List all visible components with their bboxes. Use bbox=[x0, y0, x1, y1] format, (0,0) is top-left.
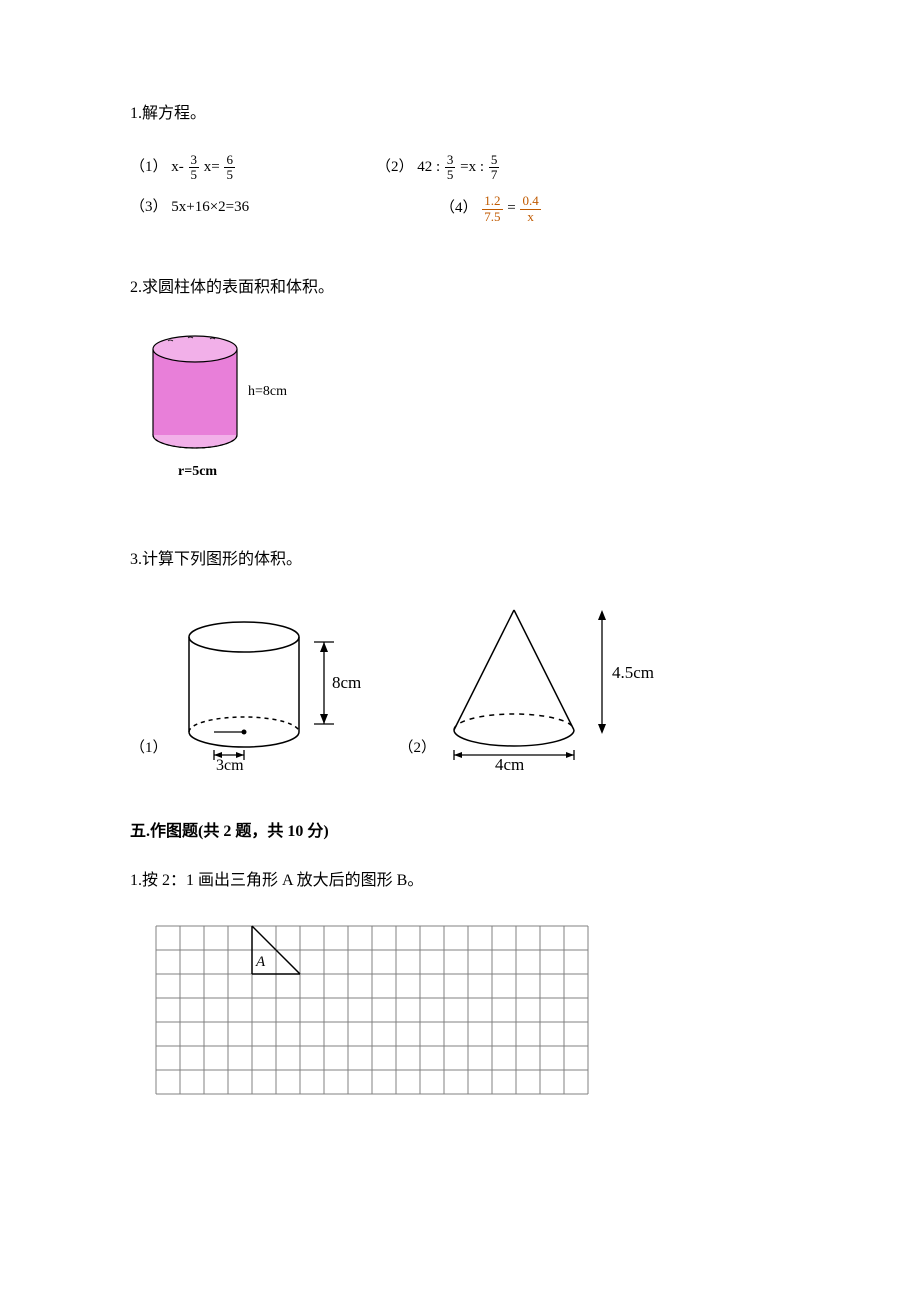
eq4-frac1: 1.2 7.5 bbox=[482, 194, 502, 224]
q3-fig2-label: （2） bbox=[399, 735, 437, 762]
q3-cone-svg: 4.5cm 4cm bbox=[442, 602, 662, 772]
eq1-f1-den: 5 bbox=[189, 168, 200, 182]
eq4-mid: = bbox=[507, 201, 519, 217]
equation-1: （1） x- 3 5 x= 6 5 bbox=[130, 153, 236, 183]
eq4-f2-num: 0.4 bbox=[520, 194, 540, 209]
eq1-frac2: 6 5 bbox=[224, 153, 235, 183]
section5-heading: 五.作图题(共 2 题，共 10 分) bbox=[130, 818, 790, 847]
q1-heading: 1.解方程。 bbox=[130, 100, 790, 129]
eq2-f2-num: 5 bbox=[489, 153, 500, 168]
equation-3: （3） 5x+16×2=36 bbox=[130, 194, 300, 224]
q2-heading: 2.求圆柱体的表面积和体积。 bbox=[130, 274, 790, 303]
equation-2: （2） 42 : 3 5 =x : 5 7 bbox=[376, 153, 500, 183]
eq4-f1-den: 7.5 bbox=[482, 210, 502, 224]
equation-4: （4） 1.2 7.5 = 0.4 x bbox=[440, 194, 542, 224]
cylinder-h-label: h=8cm bbox=[248, 384, 287, 399]
eq2-f1-num: 3 bbox=[445, 153, 456, 168]
eq1-prefix: x- bbox=[171, 159, 187, 175]
eq2-mid: =x : bbox=[460, 159, 488, 175]
q3-heading: 3.计算下列图形的体积。 bbox=[130, 546, 790, 575]
eq2-label: （2） bbox=[376, 159, 414, 175]
eq2-frac1: 3 5 bbox=[445, 153, 456, 183]
grid-figure: A bbox=[146, 916, 790, 1117]
eq1-f2-num: 6 bbox=[224, 153, 235, 168]
grid-svg: A bbox=[146, 916, 596, 1106]
cylinder-svg: h=8cm r=5cm bbox=[140, 327, 320, 487]
q3-fig1-label: （1） bbox=[130, 735, 168, 762]
eq4-label: （4） bbox=[440, 201, 478, 217]
q3-figure-2: （2） 4.5cm 4cm bbox=[399, 602, 663, 772]
equations-row-1: （1） x- 3 5 x= 6 5 （2） 42 : 3 5 =x : 5 7 bbox=[130, 153, 790, 183]
cylinder-r-label: r=5cm bbox=[178, 464, 217, 479]
eq2-prefix: 42 : bbox=[417, 159, 444, 175]
eq2-f2-den: 7 bbox=[489, 168, 500, 182]
q3-fig1-radius: 3cm bbox=[216, 757, 244, 772]
eq1-f1-num: 3 bbox=[189, 153, 200, 168]
q3-fig2-height: 4.5cm bbox=[612, 663, 654, 682]
q3-figures-row: （1） 8cm 3cm （2） bbox=[130, 602, 790, 772]
eq4-frac2: 0.4 x bbox=[520, 194, 540, 224]
eq1-mid: x= bbox=[204, 159, 224, 175]
q3-fig2-diameter: 4cm bbox=[495, 755, 524, 772]
eq1-frac1: 3 5 bbox=[189, 153, 200, 183]
q3-figure-1: （1） 8cm 3cm bbox=[130, 612, 369, 772]
section5-q1: 1.按 2：1 画出三角形 A 放大后的图形 B。 bbox=[130, 867, 790, 896]
equations-row-2: （3） 5x+16×2=36 （4） 1.2 7.5 = 0.4 x bbox=[130, 194, 790, 224]
q3-fig1-height: 8cm bbox=[332, 673, 361, 692]
eq3-label: （3） bbox=[130, 199, 168, 215]
eq2-f1-den: 5 bbox=[445, 168, 456, 182]
eq1-label: （1） bbox=[130, 159, 168, 175]
eq1-f2-den: 5 bbox=[224, 168, 235, 182]
eq4-f2-den: x bbox=[520, 210, 540, 224]
cylinder-figure: h=8cm r=5cm bbox=[140, 327, 790, 498]
eq2-frac2: 5 7 bbox=[489, 153, 500, 183]
eq4-f1-num: 1.2 bbox=[482, 194, 502, 209]
eq3-plain: 5x+16×2=36 bbox=[171, 199, 249, 215]
triangle-a-label: A bbox=[255, 954, 266, 970]
q3-cylinder-svg: 8cm 3cm bbox=[174, 612, 369, 772]
